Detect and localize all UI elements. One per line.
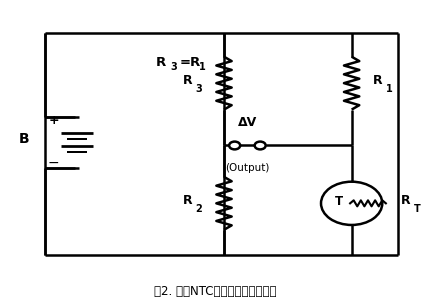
Text: R: R	[400, 194, 409, 207]
Text: 3: 3	[195, 84, 202, 94]
Text: =R: =R	[179, 56, 200, 69]
Text: (Output): (Output)	[225, 163, 269, 173]
Text: −: −	[48, 156, 59, 170]
Text: ΔV: ΔV	[237, 117, 256, 129]
Text: 1: 1	[385, 84, 392, 94]
Text: 图2. 使用NTC热敏电阻的温度测量: 图2. 使用NTC热敏电阻的温度测量	[154, 285, 276, 298]
Text: B: B	[18, 132, 29, 147]
Text: T: T	[334, 195, 342, 208]
Text: T: T	[413, 204, 420, 214]
Text: R: R	[183, 74, 192, 87]
Text: 1: 1	[199, 62, 206, 73]
Text: R: R	[183, 194, 192, 207]
Text: 3: 3	[170, 62, 177, 73]
Text: +: +	[49, 114, 59, 127]
Text: R: R	[156, 56, 166, 69]
Text: 2: 2	[195, 204, 202, 214]
Text: R: R	[372, 74, 382, 87]
